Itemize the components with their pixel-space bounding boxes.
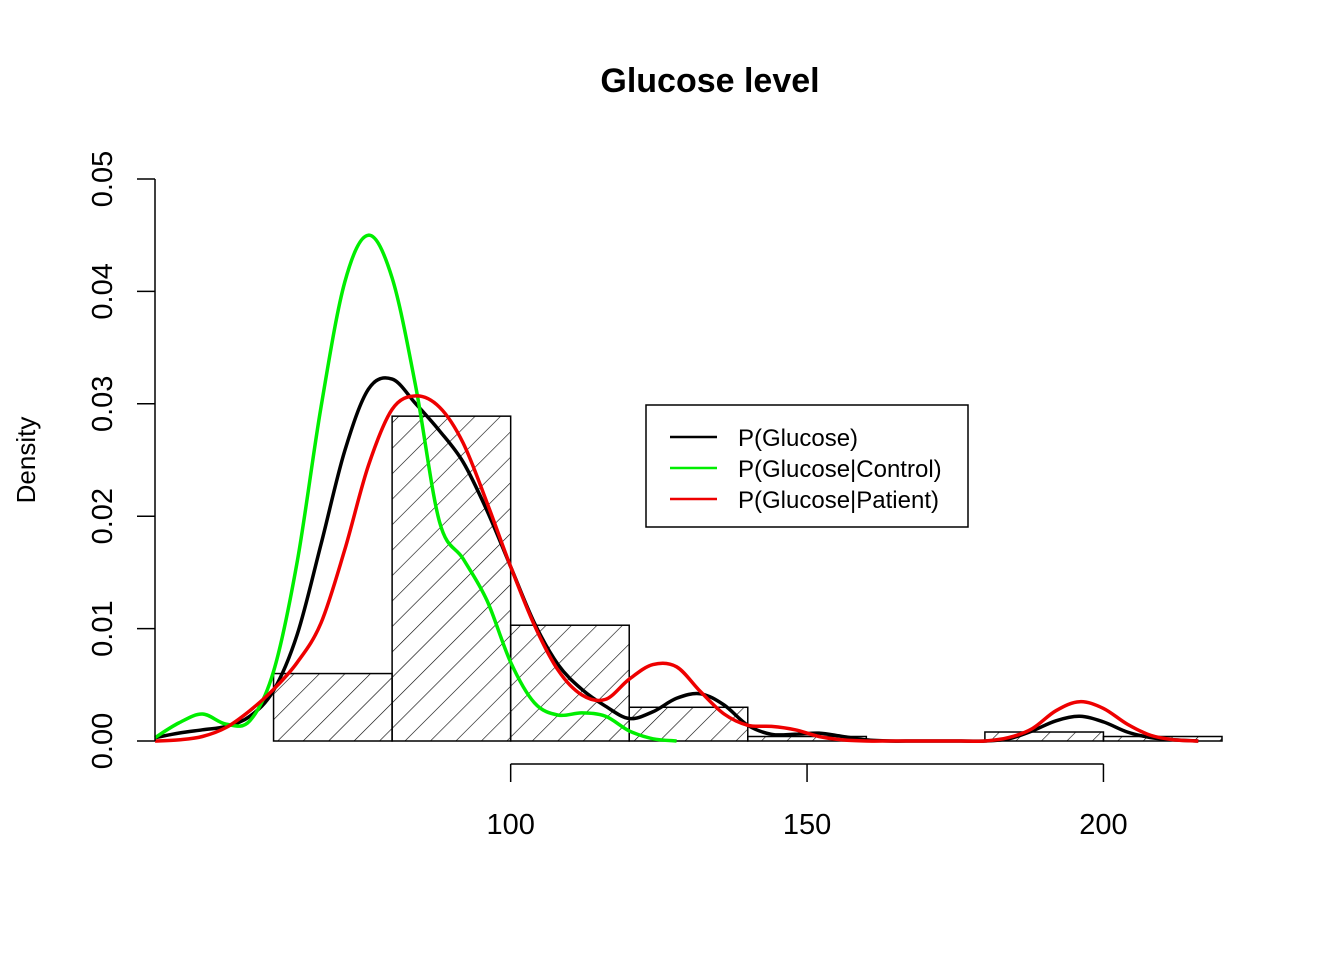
density-line-control [154, 233, 677, 743]
legend: P(Glucose) P(Glucose|Control) P(Glucose|Pa… [645, 404, 969, 528]
histogram-bar-0 [272, 672, 393, 742]
y-tick-label: 0.04 [87, 263, 119, 319]
y-tick-label: 0.02 [87, 488, 119, 544]
x-tick-label: 100 [486, 809, 534, 841]
density-curves [154, 233, 1199, 744]
histogram-bar-1 [391, 415, 512, 742]
y-axis: 0.00 0.01 0.02 0.03 0.04 0.05 [87, 151, 156, 769]
y-tick-label: 0.01 [87, 600, 119, 656]
y-tick-label: 0.05 [87, 151, 119, 207]
y-axis-label: Density [11, 417, 41, 504]
density-line-patient [154, 394, 1199, 744]
chart-title: Glucose level [600, 62, 819, 100]
x-tick-label: 150 [783, 809, 831, 841]
y-tick-label: 0.00 [87, 713, 119, 769]
legend-box [645, 404, 969, 528]
legend-label: P(Glucose) [738, 425, 858, 452]
x-axis: 100 150 200 [486, 763, 1128, 841]
x-tick-label: 200 [1079, 809, 1127, 841]
legend-label: P(Glucose|Control) [738, 456, 942, 483]
y-tick-label: 0.03 [87, 376, 119, 432]
legend-label: P(Glucose|Patient) [738, 487, 939, 514]
